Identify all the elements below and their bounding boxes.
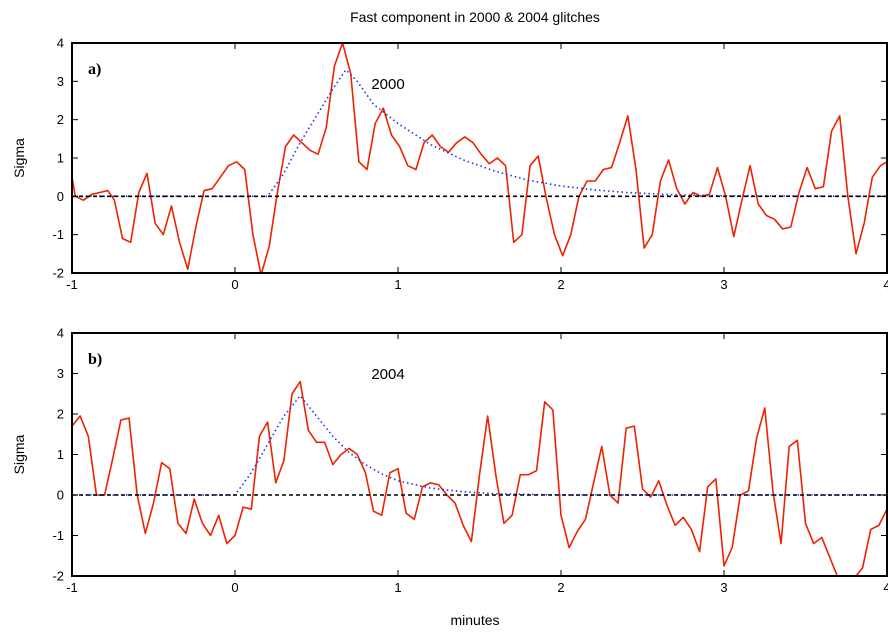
series-line-solid xyxy=(72,43,887,273)
y-tick-label: 3 xyxy=(57,74,64,89)
year-label: 2000 xyxy=(371,76,404,93)
x-tick-label: -1 xyxy=(66,277,78,292)
x-tick-label: 0 xyxy=(231,580,238,595)
y-tick-label: 4 xyxy=(57,36,64,51)
y-axis-label: Sigma xyxy=(11,138,27,178)
x-tick-label: 1 xyxy=(394,580,401,595)
x-tick-label: 2 xyxy=(557,580,564,595)
x-axis-label: minutes xyxy=(450,612,499,628)
panel-letter: a) xyxy=(88,61,101,78)
x-tick-label: 1 xyxy=(394,277,401,292)
plot-frame xyxy=(71,332,888,577)
series-line-dotted xyxy=(72,394,887,496)
x-tick-label: 0 xyxy=(231,277,238,292)
y-tick-label: 0 xyxy=(57,189,64,204)
y-tick-label: 2 xyxy=(57,407,64,422)
y-tick-label: 2 xyxy=(57,112,64,127)
y-tick-label: 3 xyxy=(57,366,64,381)
y-tick-label: 1 xyxy=(57,447,64,462)
x-tick-label: -1 xyxy=(66,580,78,595)
x-tick-label: 4 xyxy=(883,277,888,292)
x-tick-label: 4 xyxy=(883,580,888,595)
y-tick-label: -2 xyxy=(52,569,64,584)
panel-letter: b) xyxy=(88,351,102,368)
y-tick-label: -1 xyxy=(52,227,64,242)
y-tick-label: -2 xyxy=(52,266,64,281)
year-label: 2004 xyxy=(371,366,404,383)
x-tick-label: 3 xyxy=(720,277,727,292)
y-tick-label: -1 xyxy=(52,528,64,543)
y-tick-label: 1 xyxy=(57,151,64,166)
series-line-dotted xyxy=(72,69,887,198)
x-tick-label: 3 xyxy=(720,580,727,595)
chart-title: Fast component in 2000 & 2004 glitches xyxy=(350,9,600,25)
y-tick-label: 4 xyxy=(57,326,64,341)
series-group xyxy=(72,43,887,273)
y-axis-label: Sigma xyxy=(11,434,27,474)
series-line-solid xyxy=(72,380,887,576)
series-group xyxy=(72,380,887,576)
y-tick-label: 0 xyxy=(57,488,64,503)
x-tick-label: 2 xyxy=(557,277,564,292)
